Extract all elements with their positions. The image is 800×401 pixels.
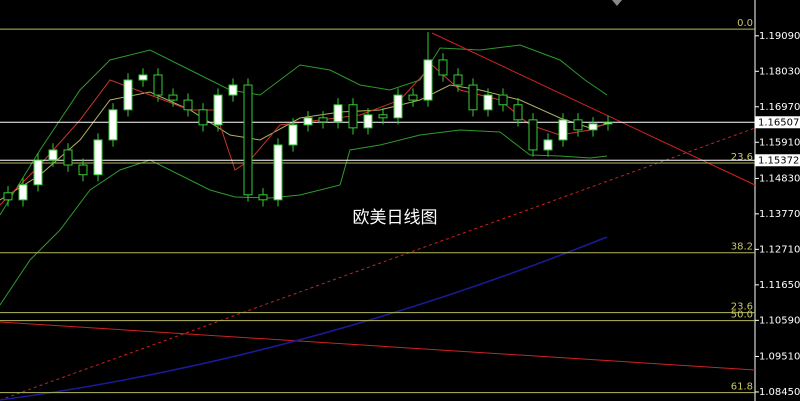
candle-body	[498, 94, 508, 106]
price-label: 1.16507	[758, 117, 799, 128]
candle-body	[93, 139, 103, 176]
price-box	[755, 154, 800, 167]
candle-body	[168, 94, 178, 101]
shift-marker	[612, 0, 622, 6]
candle-body	[318, 117, 328, 123]
price-label: 1.15372	[758, 155, 799, 166]
price-box	[755, 116, 800, 129]
candle-body	[378, 114, 388, 119]
candle-body	[393, 94, 403, 119]
candle-body	[183, 99, 193, 111]
candle-body	[303, 117, 313, 126]
y-tick-label: 1.10590	[759, 315, 800, 326]
candle-body	[333, 104, 343, 123]
fib-label: 23.6	[731, 152, 753, 163]
y-tick-label: 1.18030	[759, 66, 800, 77]
candle-body	[3, 192, 13, 201]
fib-label: 50.0	[731, 310, 753, 321]
y-tick-label: 1.14830	[759, 173, 800, 184]
candle-body	[453, 74, 463, 86]
chart-annotation: 欧美日线图	[353, 208, 438, 228]
candle-body	[153, 74, 163, 96]
candle-body	[123, 79, 133, 111]
candle-body	[273, 144, 283, 201]
candle-body	[108, 109, 118, 141]
candle-body	[213, 94, 223, 126]
candle-body	[78, 164, 88, 176]
candle-body	[228, 84, 238, 96]
trend-line-down	[431, 32, 756, 186]
candle-body	[348, 104, 358, 129]
candle-body	[138, 74, 148, 81]
y-tick-label: 1.13770	[759, 209, 800, 220]
bollinger-upper	[0, 44, 608, 216]
long-ma	[0, 236, 608, 401]
candle-body	[558, 119, 568, 141]
fib-label: 23.6	[731, 302, 753, 313]
trend-line-dotted	[0, 127, 756, 401]
trend-line-flat	[0, 321, 756, 371]
candle-body	[438, 59, 448, 76]
candle-body	[363, 114, 373, 129]
y-tick-label: 1.16970	[759, 102, 800, 113]
y-tick-label: 1.15910	[759, 137, 800, 148]
candle-body	[243, 84, 253, 196]
candle-body	[423, 59, 433, 101]
candle-body	[588, 123, 598, 131]
y-tick-label: 1.19090	[759, 31, 800, 42]
candle-body	[543, 139, 553, 151]
candle-body	[63, 149, 73, 166]
candle-body	[48, 149, 58, 161]
candle-body	[288, 124, 298, 146]
y-tick-label: 1.09510	[759, 351, 800, 362]
y-tick-label: 1.08450	[759, 387, 800, 398]
candle-body	[408, 94, 418, 101]
candle-body	[513, 104, 523, 121]
candle-body	[528, 119, 538, 151]
candle-body	[198, 109, 208, 126]
y-tick-label: 1.11650	[759, 280, 800, 291]
ma-middle	[0, 84, 608, 201]
candle-body	[18, 184, 28, 201]
fib-label: 38.2	[731, 242, 753, 253]
candle-body	[33, 159, 43, 186]
candle-body	[258, 194, 268, 201]
candle-body	[603, 121, 613, 125]
fib-label: 61.8	[731, 382, 753, 393]
candle-body	[468, 84, 478, 111]
fib-label: 0.0	[737, 18, 753, 29]
candle-body	[573, 119, 583, 131]
bollinger-lower	[0, 129, 608, 306]
candle-body	[483, 94, 493, 111]
y-tick-label: 1.12710	[759, 244, 800, 255]
